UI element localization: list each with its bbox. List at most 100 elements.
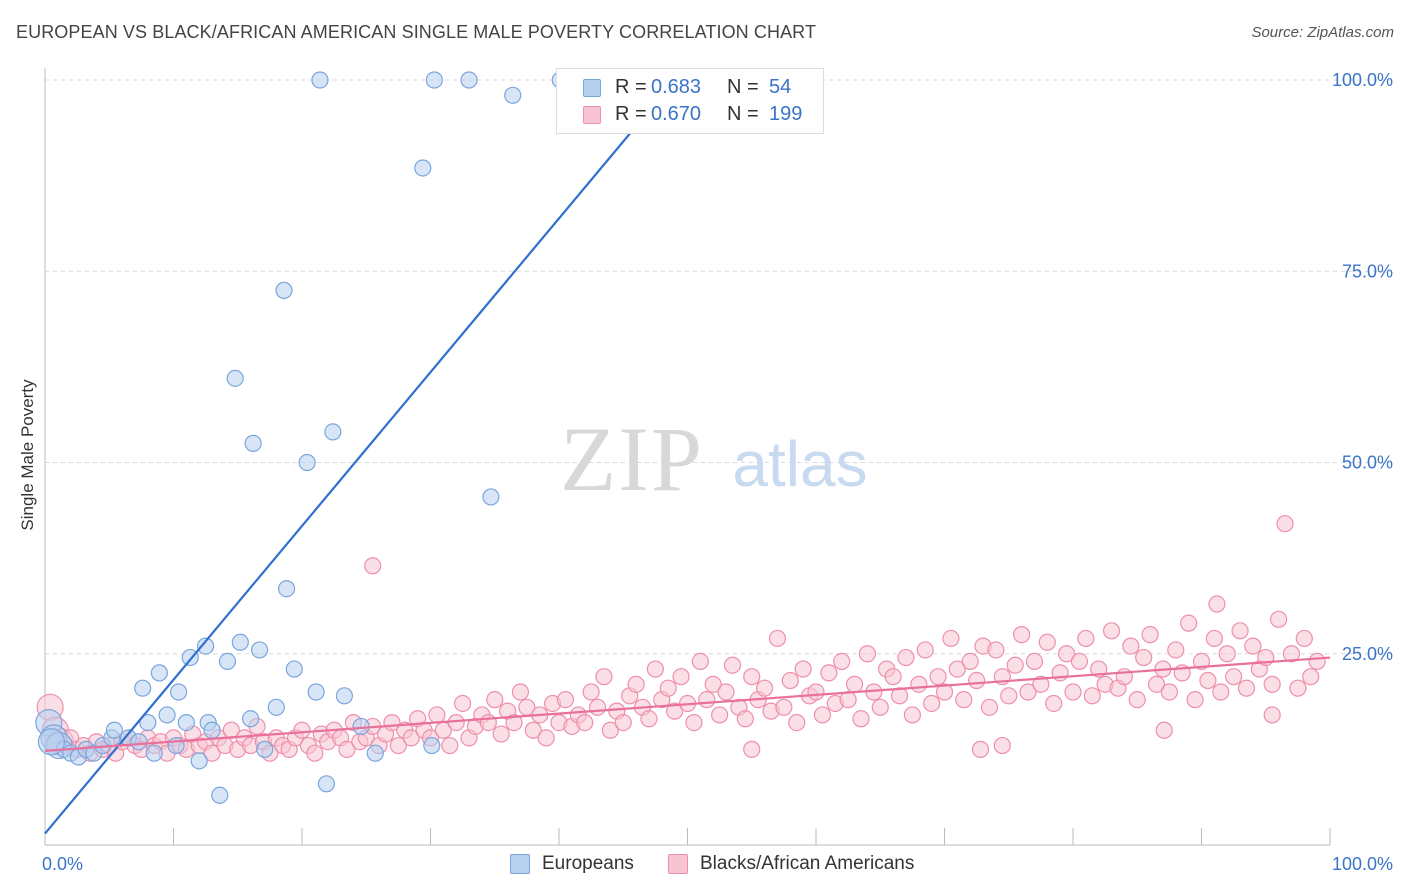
point-blacks (1128, 691, 1146, 709)
point-blacks (640, 710, 658, 728)
series-europeans-points (35, 71, 569, 804)
point-blacks (1102, 622, 1121, 640)
watermark-atlas: atlas (732, 428, 867, 500)
point-blacks (1302, 668, 1320, 686)
point-europeans (231, 633, 249, 651)
point-blacks (1064, 683, 1082, 701)
point-blacks (955, 691, 973, 709)
point-blacks (910, 675, 928, 693)
point-blacks (614, 713, 632, 732)
point-blacks (987, 641, 1005, 659)
point-blacks (659, 679, 677, 697)
legend-swatch-blacks (583, 106, 601, 124)
point-blacks (711, 706, 729, 724)
point-europeans (218, 652, 237, 671)
point-europeans (317, 775, 336, 793)
point-europeans (335, 687, 354, 705)
point-blacks (338, 740, 356, 758)
point-blacks (524, 721, 542, 739)
point-europeans (37, 728, 66, 756)
point-europeans (275, 281, 293, 299)
point-blacks (1155, 721, 1173, 739)
point-blacks (916, 641, 934, 659)
series-legend: Europeans Blacks/African Americans (0, 852, 1406, 878)
point-europeans (226, 369, 244, 387)
point-europeans (324, 423, 342, 441)
grid-layer (44, 68, 1392, 846)
point-blacks (666, 702, 684, 720)
point-blacks (923, 694, 941, 713)
point-blacks (505, 713, 523, 732)
point-europeans (203, 721, 221, 739)
y-tick-label: 25.0% (1342, 644, 1393, 664)
point-europeans (170, 683, 188, 701)
point-blacks (1070, 652, 1089, 671)
point-europeans (366, 744, 384, 762)
point-europeans (139, 713, 157, 732)
point-blacks (871, 698, 889, 716)
point-blacks (961, 652, 979, 671)
point-blacks (980, 698, 999, 716)
point-blacks (1199, 671, 1217, 690)
point-blacks (454, 694, 472, 713)
point-blacks (717, 683, 735, 701)
point-blacks (1000, 687, 1018, 705)
point-blacks (1244, 637, 1262, 655)
point-blacks (903, 706, 921, 724)
watermark: ZIP atlas (560, 408, 868, 510)
legend-label-europeans: Europeans (542, 853, 634, 874)
point-blacks (1289, 679, 1307, 697)
point-europeans (145, 744, 163, 762)
point-europeans (150, 664, 168, 682)
point-blacks (794, 660, 812, 678)
legend-n-label: N = (727, 76, 759, 98)
tick-labels: 25.0% 50.0% 75.0% 100.0% 0.0% 100.0% (42, 70, 1393, 874)
point-blacks (743, 668, 761, 686)
point-blacks (935, 683, 954, 701)
point-blacks (646, 660, 664, 678)
point-blacks (627, 675, 645, 693)
point-blacks (1186, 691, 1204, 709)
y-tick-label: 50.0% (1342, 453, 1393, 473)
point-blacks (858, 645, 877, 663)
point-europeans (197, 637, 215, 655)
point-blacks (971, 740, 990, 758)
point-europeans (190, 752, 208, 770)
point-blacks (428, 706, 446, 724)
point-blacks (1167, 641, 1185, 659)
legend-swatch-europeans (510, 854, 530, 874)
point-europeans (298, 453, 316, 472)
trend-line-blacks (44, 656, 1331, 753)
legend-swatch-europeans (583, 79, 601, 97)
point-europeans (158, 706, 176, 724)
point-blacks (1122, 637, 1140, 655)
point-europeans (482, 488, 500, 506)
point-blacks (833, 652, 851, 671)
point-blacks (845, 675, 864, 693)
point-blacks (402, 729, 420, 747)
point-blacks (1038, 633, 1056, 651)
watermark-zip: ZIP (560, 408, 704, 510)
source-note: Source: ZipAtlas.com (1251, 24, 1394, 41)
point-blacks (576, 713, 594, 732)
legend-swatch-blacks (668, 854, 688, 874)
point-blacks (601, 721, 620, 739)
point-europeans (130, 733, 148, 751)
point-blacks (1180, 614, 1198, 632)
point-blacks (1057, 645, 1076, 663)
legend-r-label: R = (615, 76, 647, 98)
point-blacks (389, 736, 407, 755)
point-blacks (203, 744, 221, 762)
point-blacks (1025, 652, 1044, 671)
point-blacks (1019, 683, 1037, 701)
point-blacks (1263, 706, 1281, 724)
legend-r-label: R = (615, 103, 647, 125)
legend-n-value: 199 (769, 103, 803, 125)
point-blacks (492, 725, 510, 743)
point-europeans (311, 71, 329, 89)
point-blacks (1135, 648, 1153, 667)
point-blacks (768, 629, 787, 648)
point-blacks (691, 652, 709, 671)
point-europeans (256, 740, 274, 758)
